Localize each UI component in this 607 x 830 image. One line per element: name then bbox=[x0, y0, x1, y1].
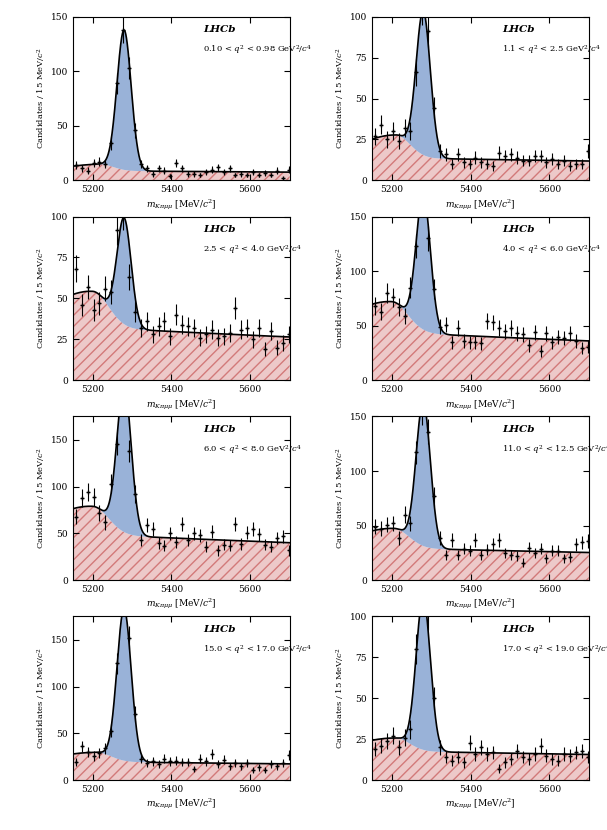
Text: LHCb: LHCb bbox=[203, 225, 236, 234]
Text: 6.0 < $q^{2}$ < 8.0 GeV$^{2}$/$c^{4}$: 6.0 < $q^{2}$ < 8.0 GeV$^{2}$/$c^{4}$ bbox=[203, 442, 302, 456]
Text: 1.1 < $q^{2}$ < 2.5 GeV$^{2}$/$c^{4}$: 1.1 < $q^{2}$ < 2.5 GeV$^{2}$/$c^{4}$ bbox=[502, 43, 601, 56]
Y-axis label: Candidates / 15 MeV/$c^{2}$: Candidates / 15 MeV/$c^{2}$ bbox=[334, 447, 347, 549]
Y-axis label: Candidates / 15 MeV/$c^{2}$: Candidates / 15 MeV/$c^{2}$ bbox=[36, 47, 48, 149]
Text: LHCb: LHCb bbox=[502, 225, 535, 234]
Text: 11.0 < $q^{2}$ < 12.5 GeV$^{2}$/$c^{4}$: 11.0 < $q^{2}$ < 12.5 GeV$^{2}$/$c^{4}$ bbox=[502, 442, 607, 456]
X-axis label: $m_{K\pi\mu\mu}$ [MeV/$c^{2}$]: $m_{K\pi\mu\mu}$ [MeV/$c^{2}$] bbox=[146, 597, 217, 612]
Text: LHCb: LHCb bbox=[502, 624, 535, 633]
X-axis label: $m_{K\pi\mu\mu}$ [MeV/$c^{2}$]: $m_{K\pi\mu\mu}$ [MeV/$c^{2}$] bbox=[445, 397, 516, 412]
Y-axis label: Candidates / 15 MeV/$c^{2}$: Candidates / 15 MeV/$c^{2}$ bbox=[36, 647, 48, 749]
Text: LHCb: LHCb bbox=[502, 425, 535, 433]
Text: 0.10 < $q^{2}$ < 0.98 GeV$^{2}$/$c^{4}$: 0.10 < $q^{2}$ < 0.98 GeV$^{2}$/$c^{4}$ bbox=[203, 43, 312, 56]
Text: 17.0 < $q^{2}$ < 19.0 GeV$^{2}$/$c^{4}$: 17.0 < $q^{2}$ < 19.0 GeV$^{2}$/$c^{4}$ bbox=[502, 642, 607, 656]
X-axis label: $m_{K\pi\mu\mu}$ [MeV/$c^{2}$]: $m_{K\pi\mu\mu}$ [MeV/$c^{2}$] bbox=[146, 397, 217, 412]
X-axis label: $m_{K\pi\mu\mu}$ [MeV/$c^{2}$]: $m_{K\pi\mu\mu}$ [MeV/$c^{2}$] bbox=[445, 797, 516, 812]
Text: LHCb: LHCb bbox=[502, 25, 535, 34]
Text: LHCb: LHCb bbox=[203, 425, 236, 433]
Y-axis label: Candidates / 15 MeV/$c^{2}$: Candidates / 15 MeV/$c^{2}$ bbox=[36, 247, 48, 349]
Text: LHCb: LHCb bbox=[203, 25, 236, 34]
Y-axis label: Candidates / 15 MeV/$c^{2}$: Candidates / 15 MeV/$c^{2}$ bbox=[335, 647, 347, 749]
X-axis label: $m_{K\pi\mu\mu}$ [MeV/$c^{2}$]: $m_{K\pi\mu\mu}$ [MeV/$c^{2}$] bbox=[445, 597, 516, 612]
X-axis label: $m_{K\pi\mu\mu}$ [MeV/$c^{2}$]: $m_{K\pi\mu\mu}$ [MeV/$c^{2}$] bbox=[445, 197, 516, 212]
Y-axis label: Candidates / 15 MeV/$c^{2}$: Candidates / 15 MeV/$c^{2}$ bbox=[334, 247, 347, 349]
Text: 15.0 < $q^{2}$ < 17.0 GeV$^{2}$/$c^{4}$: 15.0 < $q^{2}$ < 17.0 GeV$^{2}$/$c^{4}$ bbox=[203, 642, 312, 656]
X-axis label: $m_{K\pi\mu\mu}$ [MeV/$c^{2}$]: $m_{K\pi\mu\mu}$ [MeV/$c^{2}$] bbox=[146, 197, 217, 212]
Y-axis label: Candidates / 15 MeV/$c^{2}$: Candidates / 15 MeV/$c^{2}$ bbox=[36, 447, 48, 549]
Text: 4.0 < $q^{2}$ < 6.0 GeV$^{2}$/$c^{4}$: 4.0 < $q^{2}$ < 6.0 GeV$^{2}$/$c^{4}$ bbox=[502, 242, 601, 256]
X-axis label: $m_{K\pi\mu\mu}$ [MeV/$c^{2}$]: $m_{K\pi\mu\mu}$ [MeV/$c^{2}$] bbox=[146, 797, 217, 812]
Text: 2.5 < $q^{2}$ < 4.0 GeV$^{2}$/$c^{4}$: 2.5 < $q^{2}$ < 4.0 GeV$^{2}$/$c^{4}$ bbox=[203, 242, 302, 256]
Y-axis label: Candidates / 15 MeV/$c^{2}$: Candidates / 15 MeV/$c^{2}$ bbox=[335, 47, 347, 149]
Text: LHCb: LHCb bbox=[203, 624, 236, 633]
